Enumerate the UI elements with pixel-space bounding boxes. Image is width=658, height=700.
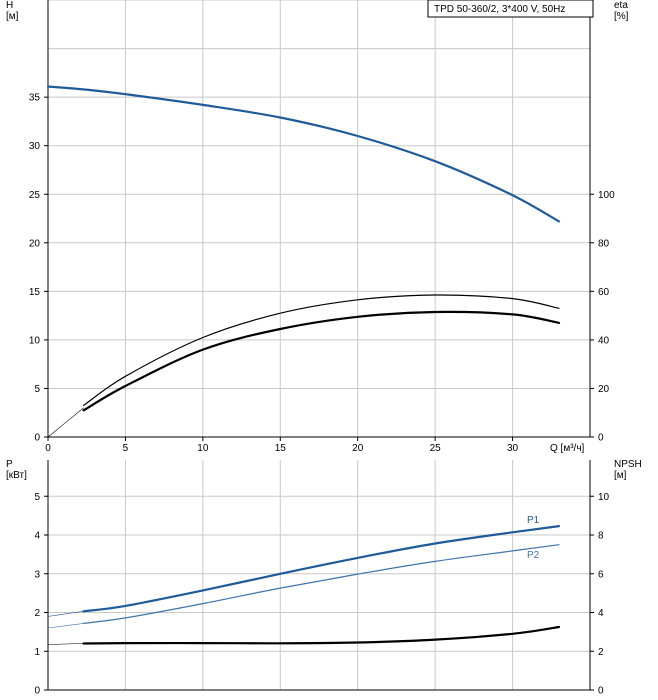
y2-tick-label: 0 (598, 686, 604, 697)
y2-tick-label: 40 (598, 335, 610, 346)
y-axis-label: [кВт] (6, 470, 27, 481)
x-tick-label: 5 (123, 443, 129, 454)
x-tick-label: 0 (45, 443, 51, 454)
y-tick-label: 25 (29, 190, 41, 201)
y2-tick-label: 20 (598, 384, 610, 395)
y-tick-label: 1 (34, 647, 40, 658)
npsh-extension-curve (47, 643, 84, 645)
y-axis-label: [м] (6, 11, 19, 22)
y-tick-label: 2 (34, 608, 40, 619)
y2-tick-label: 6 (598, 569, 604, 580)
y-tick-label: 35 (29, 93, 41, 104)
y2-tick-label: 0 (598, 433, 604, 444)
eta2-curve (82, 310, 561, 412)
x-tick-label: 10 (197, 443, 209, 454)
y-tick-label: 30 (29, 141, 41, 152)
p1-extension-curve (47, 611, 84, 617)
grid (48, 460, 591, 691)
y-tick-label: 0 (34, 686, 40, 697)
p2-extension-curve (47, 623, 84, 629)
power-npsh-panel: 0 1 2 3 4 5 0 2 4 6 8 10 P[кВт] NPSH[м] P1 P2 (6, 459, 642, 697)
chart-title: TPD 50-360/2, 3*400 V, 50Hz (434, 4, 565, 15)
y2-axis-label: [%] (614, 11, 629, 22)
p2-curve (83, 544, 560, 624)
x-tick-label: 25 (430, 443, 442, 454)
grid (48, 0, 591, 438)
y-tick-label: 5 (34, 384, 40, 395)
y2-tick-label: 10 (598, 492, 610, 503)
head-efficiency-panel: 0 5 10 15 20 25 30 35 0 20 40 60 80 100 0 5 10 15 20 25 30 Q … (6, 0, 629, 454)
y-tick-label: 10 (29, 335, 41, 346)
y-tick-label: 4 (34, 531, 40, 542)
y-tick-label: 15 (29, 287, 41, 298)
y-axis-label: P (6, 459, 13, 470)
x-tick-label: 20 (352, 443, 364, 454)
x-tick-label: 30 (507, 443, 519, 454)
x-axis-label: Q [м³/ч] (550, 443, 585, 454)
h-extension-curve (47, 86, 84, 90)
series-label-p2: P2 (527, 550, 540, 561)
h-curve (46, 85, 561, 223)
x-tick-label: 15 (275, 443, 287, 454)
y2-tick-label: 80 (598, 238, 610, 249)
y2-axis-label: [м] (614, 470, 627, 481)
y-axis-label: H (6, 0, 13, 11)
p1-curve (82, 525, 561, 613)
y-tick-label: 0 (34, 433, 40, 444)
y-tick-label: 3 (34, 569, 40, 580)
y2-axis-label: eta (614, 0, 628, 11)
eta-extension-curve (47, 407, 84, 438)
y-tick-label: 5 (34, 492, 40, 503)
y-tick-label: 20 (29, 238, 41, 249)
y2-tick-label: 100 (598, 190, 615, 201)
y2-tick-label: 8 (598, 531, 604, 542)
y2-tick-label: 4 (598, 608, 604, 619)
chart-title-box: TPD 50-360/2, 3*400 V, 50Hz (427, 0, 594, 18)
y2-tick-label: 60 (598, 287, 610, 298)
eta1-curve (83, 294, 560, 406)
y2-tick-label: 2 (598, 647, 604, 658)
y2-axis-label: NPSH (614, 459, 642, 470)
series-label-p1: P1 (527, 515, 540, 526)
npsh-curve (82, 625, 561, 645)
